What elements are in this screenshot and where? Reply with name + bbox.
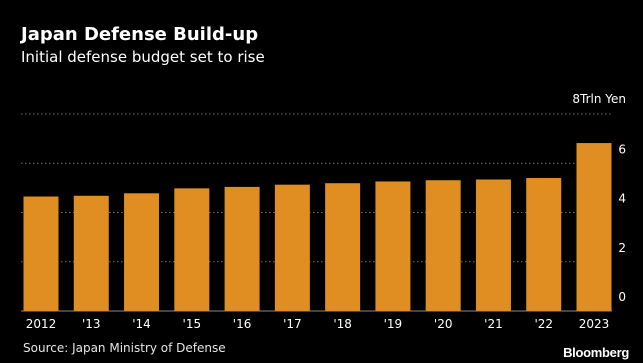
y-tick-label: 4 xyxy=(618,192,626,206)
x-tick-label: '22 xyxy=(534,317,553,331)
x-tick-label: '16 xyxy=(233,317,252,331)
y-tick-label: 2 xyxy=(618,241,626,255)
x-tick-label: '19 xyxy=(384,317,403,331)
bar-1 xyxy=(73,195,109,311)
x-tick-label: '20 xyxy=(434,317,453,331)
bar-10 xyxy=(526,178,562,311)
x-tick-label: 2023 xyxy=(579,317,610,331)
bloomberg-logo: Bloomberg xyxy=(563,345,629,360)
bar-6 xyxy=(325,183,361,311)
source-note: Source: Japan Ministry of Defense xyxy=(23,341,226,355)
bar-8 xyxy=(425,180,461,311)
x-tick-label: '14 xyxy=(132,317,151,331)
chart-subtitle: Initial defense budget set to rise xyxy=(21,48,265,66)
bar-9 xyxy=(475,179,511,311)
y-tick-label: 6 xyxy=(618,142,626,156)
x-tick-label: 2012 xyxy=(26,317,57,331)
y-axis-unit-label: 8Trln Yen xyxy=(572,92,626,106)
x-tick-label: '21 xyxy=(484,317,503,331)
bar-0 xyxy=(23,196,59,311)
x-tick-label: '18 xyxy=(333,317,352,331)
x-tick-label: '17 xyxy=(283,317,302,331)
bar-2 xyxy=(124,193,160,311)
y-tick-label: 0 xyxy=(618,290,626,304)
bar-5 xyxy=(274,184,310,311)
bar-4 xyxy=(224,186,260,311)
x-tick-label: '15 xyxy=(183,317,202,331)
bar-3 xyxy=(174,188,210,311)
x-tick-label: '13 xyxy=(82,317,101,331)
bar-11 xyxy=(576,143,612,311)
chart-title: Japan Defense Build-up xyxy=(21,24,259,45)
bar-7 xyxy=(375,181,411,311)
